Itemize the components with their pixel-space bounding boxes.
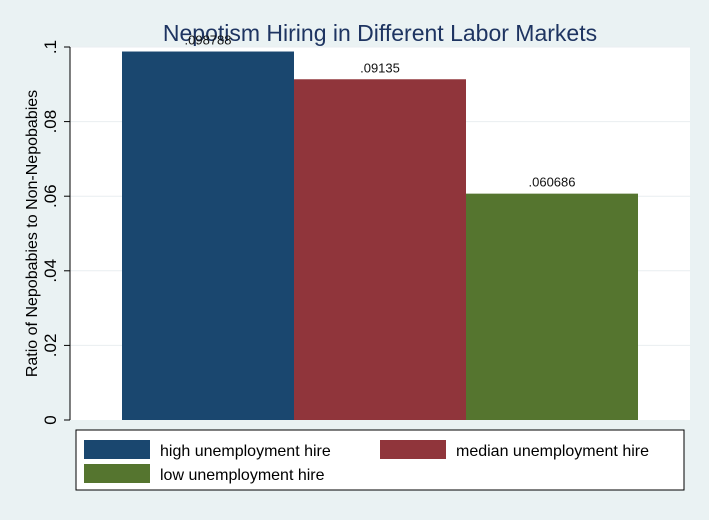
bar-2 (294, 79, 466, 421)
bar-value-label: .060686 (529, 175, 576, 190)
y-tick-label: .1 (41, 40, 60, 54)
y-tick-label: .08 (41, 110, 60, 134)
bar-value-label: .09135 (360, 60, 400, 75)
y-axis-title: Ratio of Nepobabies to Non-Nepobabies (24, 90, 41, 377)
y-axis: 0 .02 .04 .06 .08 .1 (41, 40, 71, 425)
bars: .098788 .09135 .060686 (122, 33, 638, 421)
legend-label: high unemployment hire (160, 443, 331, 460)
legend-swatch (84, 464, 150, 483)
chart-title: Nepotism Hiring in Different Labor Marke… (163, 20, 597, 46)
bar-3 (466, 193, 638, 420)
y-tick-label: 0 (41, 415, 60, 424)
y-tick-label: .02 (41, 334, 60, 358)
legend-label: median unemployment hire (456, 443, 649, 460)
legend-swatch (380, 440, 446, 459)
bar-1 (122, 51, 294, 421)
legend-label: low unemployment hire (160, 467, 325, 484)
bar-value-label: .098788 (185, 33, 232, 48)
legend-swatch (84, 440, 150, 459)
y-tick-label: .06 (41, 184, 60, 208)
legend: high unemployment hire median unemploymen… (75, 429, 685, 491)
y-tick-label: .04 (41, 259, 60, 283)
